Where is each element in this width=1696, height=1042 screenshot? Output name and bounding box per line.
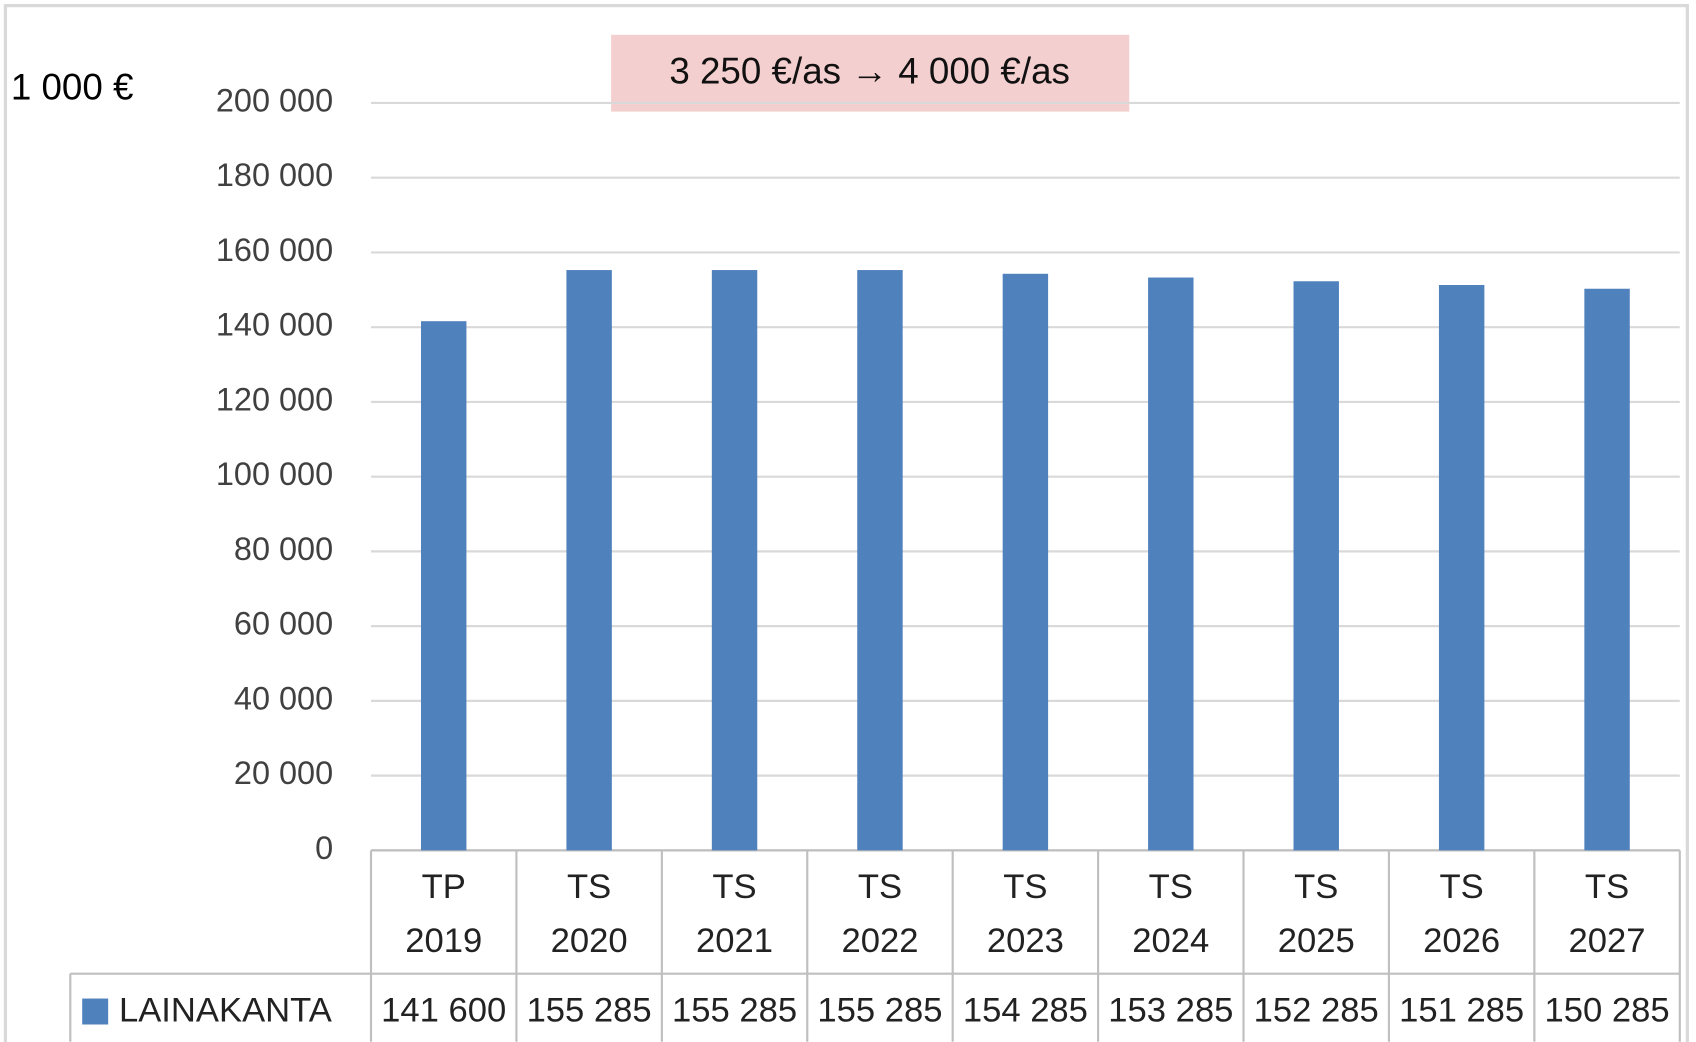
table-value: 141 600 <box>381 992 506 1030</box>
y-tick-label: 200 000 <box>216 83 333 119</box>
bar <box>1293 281 1339 851</box>
x-tick-label-box: TS 2021 <box>696 866 774 960</box>
x-tick-label-box: TS 2026 <box>1423 866 1501 960</box>
x-tick-label-box: TS 2023 <box>986 866 1064 960</box>
bar <box>1002 273 1049 851</box>
table-value: 152 285 <box>1254 992 1379 1030</box>
bar <box>711 270 758 851</box>
table-value: 155 285 <box>527 992 652 1030</box>
bar <box>1584 288 1630 851</box>
y-tick-label: 20 000 <box>234 755 333 791</box>
y-tick-label: 80 000 <box>234 531 333 567</box>
table-value: 155 285 <box>672 992 797 1030</box>
x-tick-label-box: TS 2022 <box>841 866 919 960</box>
bar <box>857 270 903 851</box>
x-tick-label-box: TS 2024 <box>1132 866 1210 960</box>
y-tick-label: 180 000 <box>216 157 333 193</box>
unit-label: 1 000 € <box>11 67 134 108</box>
annotation: 3 250 €/as → 4 000 €/as <box>669 50 1070 91</box>
table-value: 155 285 <box>817 992 942 1030</box>
bar <box>1148 277 1194 851</box>
x-tick-label: TS 2023 <box>986 866 1064 960</box>
x-tick-label: TS 2022 <box>841 866 919 960</box>
legend-swatch <box>82 998 109 1025</box>
x-tick-label: TS 2026 <box>1423 866 1501 960</box>
x-tick-label-box: TS 2025 <box>1277 866 1355 960</box>
bar <box>1438 284 1485 851</box>
x-tick-label: TS 2021 <box>696 866 774 960</box>
x-tick-label-box: TP 2019 <box>405 866 483 960</box>
x-tick-label: TP 2019 <box>405 866 483 960</box>
y-tick-label: 100 000 <box>216 456 333 492</box>
x-tick-label-box: TS 2027 <box>1568 866 1646 960</box>
y-tick-label: 160 000 <box>216 232 333 268</box>
table-value: 151 285 <box>1399 992 1524 1030</box>
annotation-box <box>611 34 1130 112</box>
x-tick-label: TS 2025 <box>1277 866 1355 960</box>
legend-label: LAINAKANTA <box>119 992 333 1030</box>
bar <box>420 321 467 851</box>
y-tick-label: 120 000 <box>216 381 333 417</box>
y-tick-label: 60 000 <box>234 606 333 642</box>
x-tick-label-box: TS 2020 <box>550 866 628 960</box>
table-value: 154 285 <box>963 992 1088 1030</box>
x-tick-label: TS 2024 <box>1132 866 1210 960</box>
table-value: 153 285 <box>1108 992 1233 1030</box>
bar <box>566 270 612 851</box>
x-tick-label: TS 2020 <box>550 866 628 960</box>
y-tick-label: 40 000 <box>234 680 333 716</box>
y-tick-label: 0 <box>315 830 333 866</box>
x-tick-label: TS 2027 <box>1568 866 1646 960</box>
y-tick-label: 140 000 <box>216 307 333 343</box>
table-value: 150 285 <box>1545 992 1670 1030</box>
